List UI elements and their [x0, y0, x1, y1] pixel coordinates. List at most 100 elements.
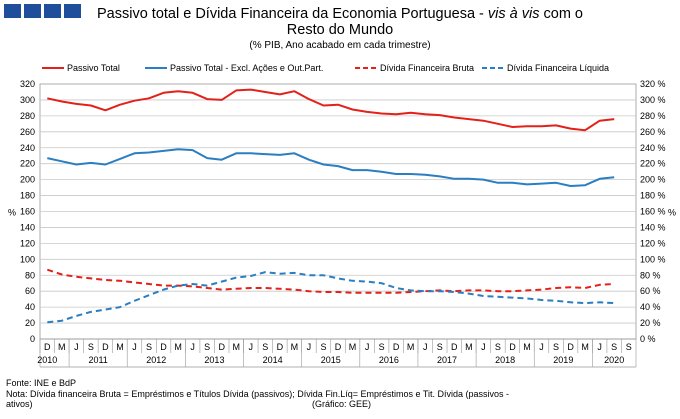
x-tick-label: J: [539, 342, 544, 352]
y-tick-label-right: 300 %: [640, 95, 666, 105]
x-tick-label: D: [567, 342, 574, 352]
y-tick-label-right: 0 %: [640, 334, 656, 344]
legend-label: Dívida Financeira Bruta: [380, 63, 474, 73]
series-line: [47, 88, 615, 132]
x-tick-label: S: [379, 342, 385, 352]
y-tick-label-right: 100 %: [640, 254, 666, 264]
y-tick-label-right: 40 %: [640, 302, 661, 312]
y-tick-label-right: 220 %: [640, 159, 666, 169]
x-tick-label: M: [116, 342, 124, 352]
x-tick-label: M: [407, 342, 415, 352]
title-suffix: com o: [539, 6, 584, 22]
chart-title: Passivo total e Dívida Financeira da Eco…: [60, 6, 620, 38]
x-tick-label: S: [437, 342, 443, 352]
y-tick-label-right: 20 %: [640, 318, 661, 328]
x-tick-label: J: [307, 342, 312, 352]
y-tick-label-right: 200 %: [640, 175, 666, 185]
y-tick-label-left: 200: [20, 175, 35, 185]
title-prefix: Passivo total e Dívida Financeira da Eco…: [97, 6, 488, 22]
y-tick-label-right: 140 %: [640, 222, 666, 232]
y-axis-label-right: %: [668, 208, 676, 218]
y-tick-label-left: 180: [20, 191, 35, 201]
x-tick-label: D: [160, 342, 167, 352]
y-tick-label-right: 180 %: [640, 191, 666, 201]
x-tick-label: D: [277, 342, 284, 352]
x-year-label: 2017: [437, 355, 457, 365]
logo-square: [24, 4, 41, 18]
x-tick-label: S: [611, 342, 617, 352]
logo-square: [64, 4, 81, 18]
y-tick-label-left: 120: [20, 238, 35, 248]
y-tick-label-right: 60 %: [640, 286, 661, 296]
x-tick-label: S: [262, 342, 268, 352]
x-tick-label: J: [365, 342, 370, 352]
x-tick-label: J: [423, 342, 428, 352]
x-tick-label: D: [509, 342, 516, 352]
footer-credit: (Gráfico: GEE): [312, 399, 372, 409]
x-year-label: 2018: [495, 355, 515, 365]
x-tick-label: D: [393, 342, 400, 352]
y-tick-label-left: 100: [20, 254, 35, 264]
x-tick-label: D: [451, 342, 458, 352]
footer-note-line1: Nota: Dívida financeira Bruta = Emprésti…: [6, 388, 510, 399]
x-year-label: 2019: [553, 355, 573, 365]
y-tick-label-left: 260: [20, 127, 35, 137]
series-line: [47, 148, 615, 187]
x-tick-label: S: [626, 342, 632, 352]
x-tick-label: J: [74, 342, 79, 352]
x-tick-label: J: [249, 342, 254, 352]
x-tick-label: S: [146, 342, 152, 352]
legend-label: Passivo Total: [67, 63, 120, 73]
x-tick-label: M: [58, 342, 66, 352]
x-tick-label: D: [102, 342, 109, 352]
legend-label: Passivo Total - Excl. Ações e Out.Part.: [170, 63, 323, 73]
legend-label: Dívida Financeira Líquida: [507, 63, 609, 73]
x-tick-label: M: [349, 342, 357, 352]
x-year-label: 2014: [263, 355, 283, 365]
y-tick-label-right: 280 %: [640, 111, 666, 121]
x-tick-label: J: [190, 342, 195, 352]
y-tick-label-left: 300: [20, 95, 35, 105]
title-italic: vis à vis: [487, 6, 540, 22]
y-tick-label-right: 240 %: [640, 143, 666, 153]
x-tick-label: S: [320, 342, 326, 352]
x-tick-label: S: [553, 342, 559, 352]
x-tick-label: M: [291, 342, 299, 352]
x-tick-label: D: [218, 342, 225, 352]
footer-source: Fonte: INE e BdP: [6, 378, 77, 388]
y-tick-label-left: 140: [20, 222, 35, 232]
x-year-label: 2011: [88, 355, 107, 365]
logo-square: [44, 4, 61, 18]
y-axis-label-left: %: [8, 208, 16, 218]
series-line: [47, 271, 615, 324]
x-tick-label: M: [465, 342, 473, 352]
footer: Fonte: INE e BdP Nota: Dívida financeira…: [6, 378, 646, 410]
x-year-label: 2015: [321, 355, 341, 365]
x-tick-label: M: [581, 342, 589, 352]
x-tick-label: D: [335, 342, 342, 352]
x-year-label: 2013: [204, 355, 224, 365]
x-tick-label: J: [132, 342, 137, 352]
x-tick-label: M: [174, 342, 182, 352]
y-tick-label-right: 260 %: [640, 127, 666, 137]
x-tick-label: M: [232, 342, 240, 352]
y-tick-label-right: 160 %: [640, 207, 666, 217]
y-tick-label-right: 120 %: [640, 238, 666, 248]
x-tick-label: S: [495, 342, 501, 352]
y-tick-label-left: 320: [20, 79, 35, 89]
x-tick-label: S: [88, 342, 94, 352]
x-year-label: 2010: [37, 355, 57, 365]
y-tick-label-left: 60: [25, 286, 35, 296]
y-tick-label-left: 240: [20, 143, 35, 153]
x-tick-label: S: [204, 342, 210, 352]
gee-logo: [4, 4, 81, 18]
x-tick-label: M: [523, 342, 531, 352]
y-tick-label-left: 220: [20, 159, 35, 169]
logo-square: [4, 4, 21, 18]
y-tick-label-left: 20: [25, 318, 35, 328]
x-year-label: 2012: [146, 355, 166, 365]
x-year-label: 2016: [379, 355, 399, 365]
y-tick-label-right: 80 %: [640, 270, 661, 280]
y-tick-label-left: 280: [20, 111, 35, 121]
